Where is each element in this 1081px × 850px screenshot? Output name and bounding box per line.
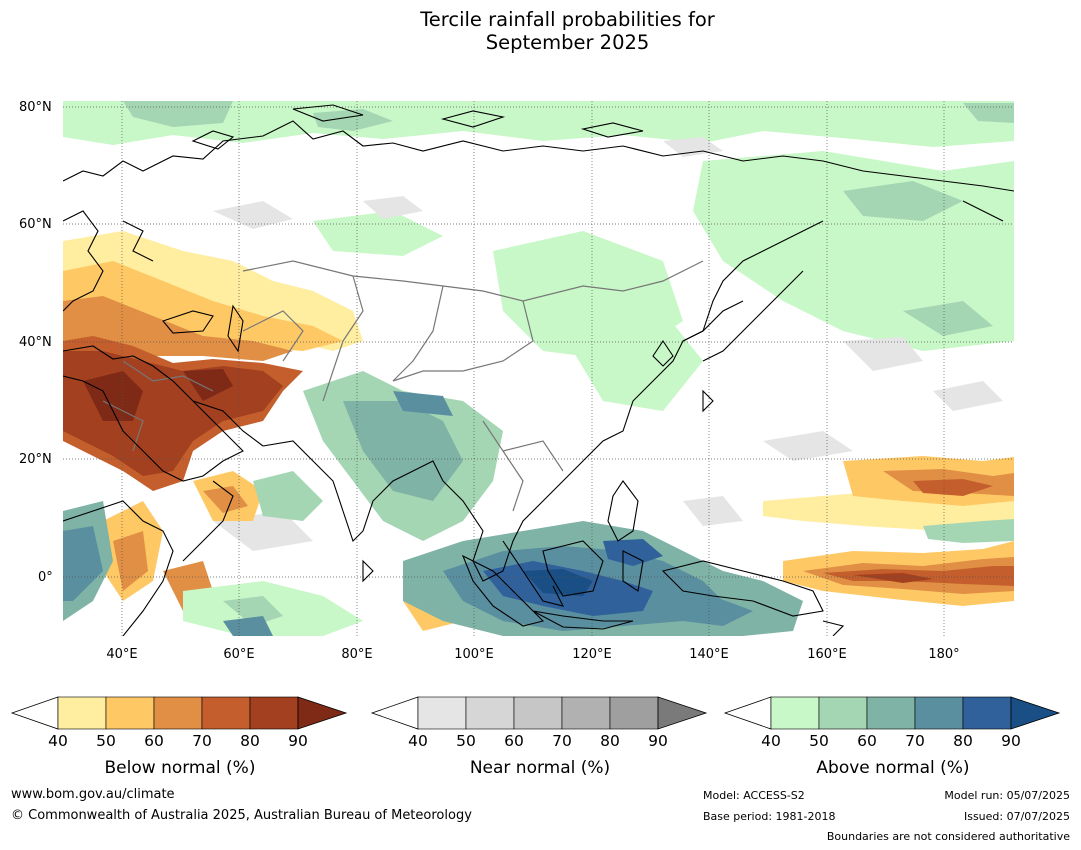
below-colorbar-upper-extension (297, 696, 348, 730)
website-link[interactable]: www.bom.gov.au/climate (11, 787, 175, 802)
lon-label-180: 180° (928, 647, 960, 662)
above-colorbar-tick-label: 50 (809, 732, 829, 750)
map-canvas (63, 101, 1014, 636)
lon-label-120e: 120°E (572, 647, 612, 662)
near-colorbar-bin (417, 696, 467, 730)
below-colorbar-bin (249, 696, 299, 730)
lat-label-20n: 20°N (19, 452, 52, 467)
near-normal-colorbar-swatches (370, 696, 708, 730)
map-title: Tercile rainfall probabilities for Septe… (0, 8, 1081, 54)
above-colorbar-bin (914, 696, 964, 730)
near-colorbar-lower-extension (370, 696, 419, 730)
above-colorbar-tick-label: 70 (905, 732, 925, 750)
below-colorbar-bin (201, 696, 251, 730)
below-colorbar-lower-extension (10, 696, 59, 730)
lon-label-40e: 40°E (106, 647, 138, 662)
near-normal-title: Near normal (%) (469, 758, 611, 778)
below-colorbar-tick-label: 90 (288, 732, 308, 750)
below-normal-title: Below normal (%) (104, 758, 256, 778)
country-borders (102, 260, 704, 512)
near-colorbar-upper-extension (657, 696, 708, 730)
title-line-1: Tercile rainfall probabilities for (420, 8, 715, 31)
below-colorbar-bin (105, 696, 155, 730)
above-colorbar-bin (866, 696, 916, 730)
probability-map (63, 101, 1014, 636)
near-normal-colorbar: Near normal (%) 40 50 60 70 80 90 (370, 696, 710, 796)
near-colorbar-tick-label: 50 (456, 732, 476, 750)
below-colorbar-tick-label: 40 (48, 732, 68, 750)
lon-label-80e: 80°E (341, 647, 373, 662)
lon-label-140e: 140°E (689, 647, 729, 662)
near-colorbar-bin (609, 696, 659, 730)
near-colorbar-tick-label: 90 (648, 732, 668, 750)
above-colorbar-bin (962, 696, 1012, 730)
below-colorbar-tick-label: 50 (96, 732, 116, 750)
near-colorbar-tick-label: 80 (600, 732, 620, 750)
map-gridlines (63, 101, 1014, 636)
near-colorbar-bin (561, 696, 611, 730)
issued-info: Issued: 07/07/2025 (963, 810, 1070, 823)
above-colorbar-lower-extension (723, 696, 772, 730)
near-colorbar-bin (465, 696, 515, 730)
below-colorbar-tick-label: 80 (240, 732, 260, 750)
below-colorbar-bin (57, 696, 107, 730)
near-colorbar-bin (513, 696, 563, 730)
above-colorbar-tick-label: 60 (857, 732, 877, 750)
lat-label-80n: 80°N (19, 100, 52, 115)
copyright-text: © Commonwealth of Australia 2025, Austra… (11, 808, 472, 823)
lat-label-60n: 60°N (19, 217, 52, 232)
near-colorbar-tick-label: 70 (552, 732, 572, 750)
above-normal-title: Above normal (%) (816, 758, 970, 778)
above-normal-colorbar-swatches (723, 696, 1061, 730)
lat-label-40n: 40°N (19, 335, 52, 350)
above-colorbar-upper-extension (1010, 696, 1061, 730)
below-colorbar-bin (153, 696, 203, 730)
coastlines (63, 104, 1014, 636)
above-colorbar-bin (770, 696, 820, 730)
rainfall-probability-shading (63, 101, 1014, 636)
below-normal-colorbar: Below normal (%) 40 50 60 70 80 90 (10, 696, 350, 796)
lon-label-160e: 160°E (807, 647, 847, 662)
lon-label-60e: 60°E (223, 647, 255, 662)
below-colorbar-tick-label: 60 (144, 732, 164, 750)
model-info: Model: ACCESS-S2 (703, 789, 805, 802)
near-colorbar-tick-label: 40 (408, 732, 428, 750)
above-colorbar-tick-label: 90 (1001, 732, 1021, 750)
above-colorbar-tick-label: 80 (953, 732, 973, 750)
lat-label-equator: 0° (38, 570, 53, 585)
base-period-info: Base period: 1981-2018 (703, 810, 836, 823)
boundaries-disclaimer: Boundaries are not considered authoritat… (826, 830, 1070, 843)
above-colorbar-tick-label: 40 (761, 732, 781, 750)
above-normal-colorbar: Above normal (%) 40 50 60 70 80 90 (723, 696, 1063, 796)
above-colorbar-bin (818, 696, 868, 730)
below-normal-colorbar-swatches (10, 696, 348, 730)
below-colorbar-tick-label: 70 (192, 732, 212, 750)
lon-label-100e: 100°E (454, 647, 494, 662)
near-colorbar-tick-label: 60 (504, 732, 524, 750)
model-run-info: Model run: 05/07/2025 (944, 789, 1070, 802)
title-line-2: September 2025 (485, 31, 650, 54)
